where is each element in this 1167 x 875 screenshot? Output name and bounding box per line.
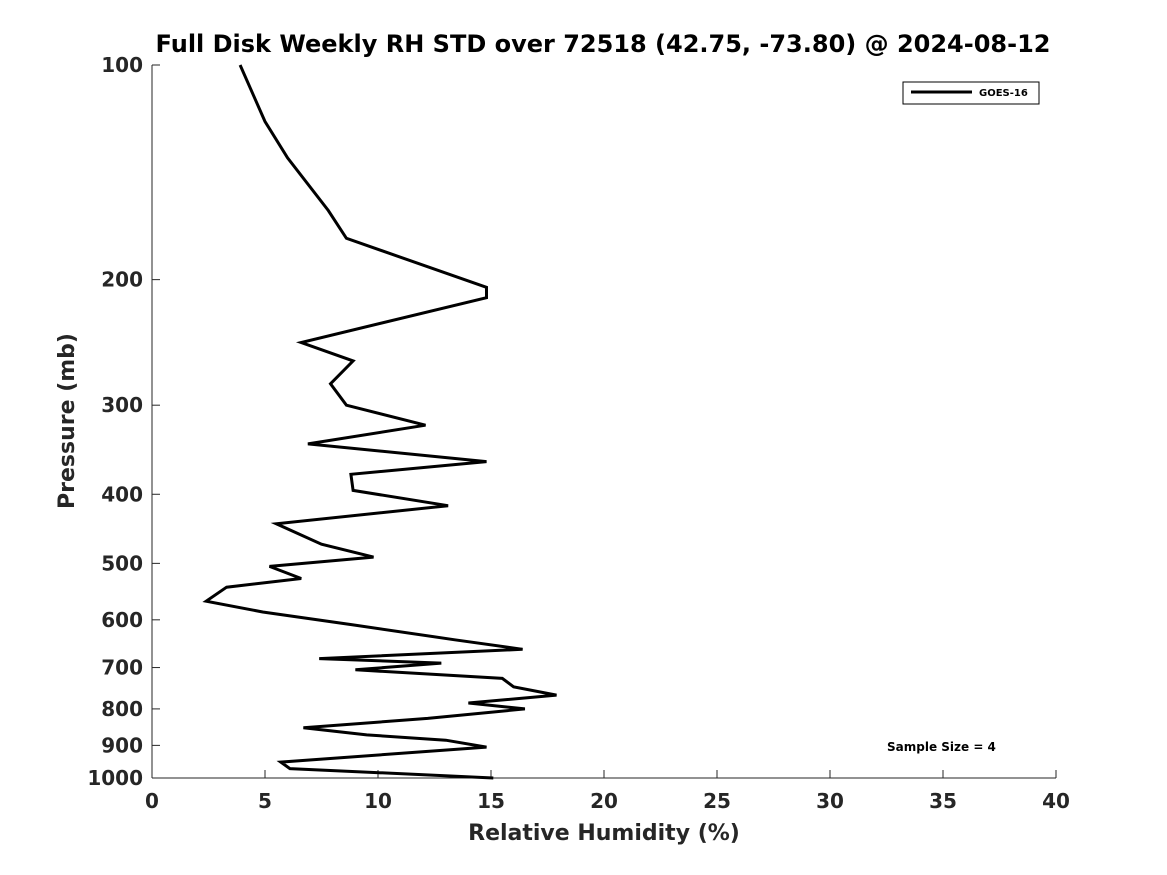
- y-tick-label-800: 800: [101, 697, 143, 721]
- chart-title: Full Disk Weekly RH STD over 72518 (42.7…: [156, 30, 1051, 58]
- x-tick-label-40: 40: [1042, 789, 1070, 813]
- y-axis-label: Pressure (mb): [55, 333, 80, 509]
- sample-size-annotation: Sample Size = 4: [887, 740, 996, 754]
- y-tick-label-600: 600: [101, 608, 143, 632]
- x-tick-label-0: 0: [145, 789, 159, 813]
- legend: GOES-16: [902, 81, 1040, 105]
- x-tick-label-5: 5: [258, 789, 272, 813]
- plot-axes: [151, 65, 1056, 779]
- y-tick-label-400: 400: [101, 482, 143, 506]
- legend-label-goes-16: GOES-16: [979, 88, 1028, 99]
- y-axis-ticks: 100 200 300 400 500 600 700 800 900 1000: [87, 53, 160, 790]
- x-tick-label-15: 15: [477, 789, 505, 813]
- x-axis-label: Relative Humidity (%): [468, 821, 740, 846]
- y-tick-label-900: 900: [101, 733, 143, 757]
- y-tick-label-700: 700: [101, 656, 143, 680]
- x-tick-label-10: 10: [364, 789, 392, 813]
- series-group: [202, 64, 557, 780]
- y-tick-label-200: 200: [101, 268, 143, 292]
- x-tick-label-30: 30: [816, 789, 844, 813]
- y-tick-label-100: 100: [101, 53, 143, 77]
- series-line-goes-16: [202, 64, 557, 780]
- y-tick-label-1000: 1000: [87, 766, 143, 790]
- y-tick-label-500: 500: [101, 551, 143, 575]
- x-tick-label-35: 35: [929, 789, 957, 813]
- x-tick-label-20: 20: [590, 789, 618, 813]
- x-axis-ticks: 0 5 10 15 20 25 30 35 40: [145, 770, 1070, 813]
- x-tick-label-25: 25: [703, 789, 731, 813]
- y-tick-label-300: 300: [101, 393, 143, 417]
